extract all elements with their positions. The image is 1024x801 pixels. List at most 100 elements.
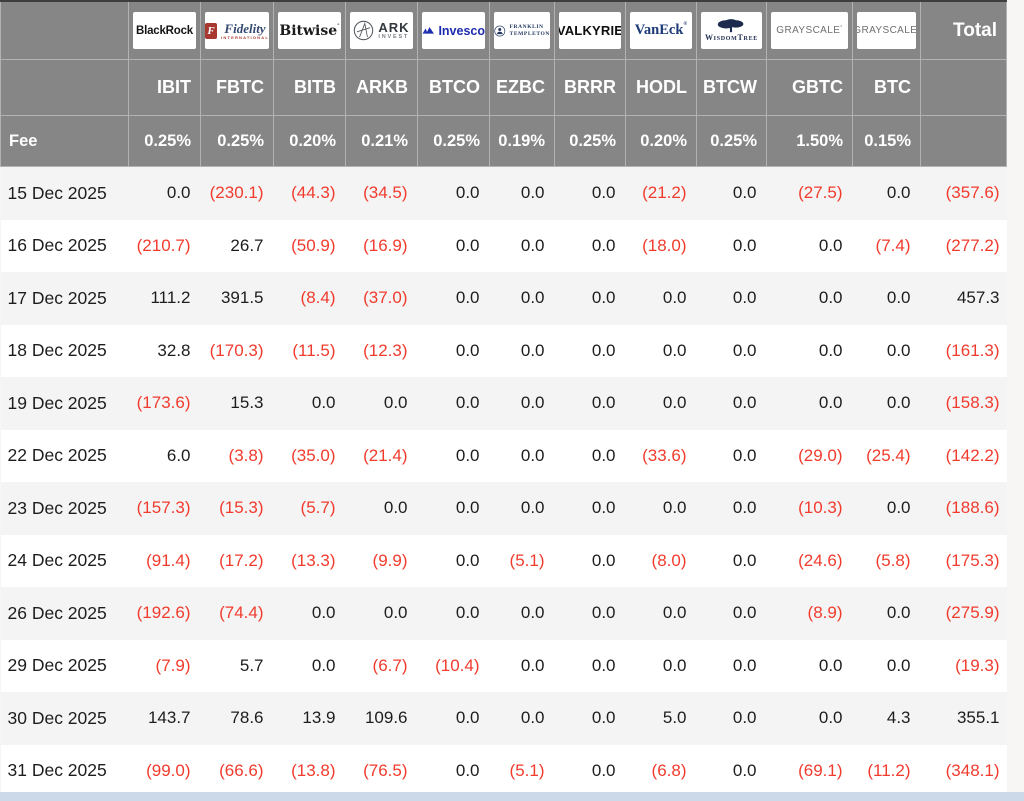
flow-value-cell: 0.0 xyxy=(732,235,757,255)
date-cell: 19 Dec 2025 xyxy=(7,392,107,413)
fee-row-label: Fee xyxy=(0,115,129,167)
flow-value-cell: 0.0 xyxy=(662,288,687,308)
flow-value-cell: 0.0 xyxy=(455,498,480,518)
flow-value-cell: 109.6 xyxy=(364,708,408,728)
fee-bitb: 0.20% xyxy=(273,115,346,167)
flow-value-cell: (10.3) xyxy=(798,498,843,518)
flow-value-cell: 0.0 xyxy=(520,655,545,675)
date-cell: 22 Dec 2025 xyxy=(7,445,107,466)
total-value-cell: (19.3) xyxy=(955,655,1000,675)
wisdomtree-logo: WisdomTree xyxy=(701,12,762,49)
flow-value-cell: 0.0 xyxy=(818,340,843,360)
total-value-cell: (275.9) xyxy=(945,603,1000,623)
provider-logo-row: BlackRock F Fidelity INTERNATIONAL Bitwi… xyxy=(0,0,1007,60)
flow-row-23-dec-2025: 23 Dec 2025 (157.3) (15.3) (5.7) 0.0 0.0 0.0 0.… xyxy=(0,482,1007,535)
flow-value-cell: 0.0 xyxy=(732,550,757,570)
flow-row-17-dec-2025: 17 Dec 2025 111.2 391.5 (8.4) (37.0) 0.0 0.0 0.… xyxy=(0,272,1007,325)
etf-flow-table: BlackRock F Fidelity INTERNATIONAL Bitwi… xyxy=(0,0,1007,797)
flow-value-cell: (210.7) xyxy=(136,235,191,255)
col-grayscale-btc: GRAYSCALE° xyxy=(852,0,921,60)
flow-value-cell: 0.0 xyxy=(591,340,616,360)
flow-row-24-dec-2025: 24 Dec 2025 (91.4) (17.2) (13.3) (9.9) 0.0 (5.… xyxy=(0,534,1007,587)
flows-body: 15 Dec 2025 0.0 (230.1) (44.3) (34.5) 0.0 0.0 0… xyxy=(0,166,1007,797)
flow-value-cell: 0.0 xyxy=(886,498,911,518)
flow-value-cell: (34.5) xyxy=(363,183,408,203)
flow-value-cell: (16.9) xyxy=(363,235,408,255)
flow-value-cell: (3.8) xyxy=(228,445,264,465)
flow-row-15-dec-2025: 15 Dec 2025 0.0 (230.1) (44.3) (34.5) 0.0 0.0 0… xyxy=(0,166,1007,220)
wisdomtree-wordmark: WisdomTree xyxy=(704,33,758,42)
franklin-line2: TEMPLETON xyxy=(509,30,550,37)
flow-row-29-dec-2025: 29 Dec 2025 (7.9) 5.7 0.0 (6.7) (10.4) 0.0 0.0 0… xyxy=(0,639,1007,692)
total-value-cell: (142.2) xyxy=(945,445,1000,465)
flow-value-cell: 0.0 xyxy=(520,340,545,360)
flow-value-cell: 0.0 xyxy=(886,288,911,308)
flow-value-cell: 13.9 xyxy=(302,708,336,728)
flow-value-cell: 391.5 xyxy=(220,288,264,308)
vaneck-logo: VanEck® xyxy=(630,12,692,49)
date-cell: 24 Dec 2025 xyxy=(7,550,107,571)
flow-value-cell: 143.7 xyxy=(147,708,191,728)
total-value-cell: (161.3) xyxy=(945,340,1000,360)
flow-value-cell: (5.8) xyxy=(875,550,911,570)
total-value-cell: (277.2) xyxy=(945,235,1000,255)
col-invesco: Invesco xyxy=(417,0,490,60)
flow-value-cell: 0.0 xyxy=(455,760,480,780)
flow-value-cell: 0.0 xyxy=(311,655,336,675)
flow-value-cell: 0.0 xyxy=(383,498,408,518)
bitwise-logo: Bitwise° xyxy=(278,12,341,49)
ticker-btcw: BTCW xyxy=(696,59,767,116)
blackrock-wordmark: BlackRock xyxy=(135,24,193,37)
flow-value-cell: 0.0 xyxy=(591,655,616,675)
flow-value-cell: (5.1) xyxy=(509,550,545,570)
flow-value-cell: (76.5) xyxy=(363,760,408,780)
bottom-scroll-strip xyxy=(0,792,1024,801)
date-cell: 17 Dec 2025 xyxy=(7,287,107,308)
flow-value-cell: 0.0 xyxy=(732,340,757,360)
flow-value-cell: 0.0 xyxy=(818,393,843,413)
flow-value-cell: 0.0 xyxy=(591,498,616,518)
flow-value-cell: (13.8) xyxy=(291,760,336,780)
flow-value-cell: 0.0 xyxy=(886,340,911,360)
franklin-bust-icon xyxy=(494,25,506,36)
grayscale-logo: GRAYSCALE° xyxy=(771,12,848,49)
flow-value-cell: 0.0 xyxy=(455,340,480,360)
flow-value-cell: 0.0 xyxy=(818,655,843,675)
ark-invest-logo: ARK INVEST xyxy=(350,12,413,49)
flow-value-cell: 0.0 xyxy=(732,708,757,728)
flow-row-26-dec-2025: 26 Dec 2025 (192.6) (74.4) 0.0 0.0 0.0 0.0 0.0 0… xyxy=(0,587,1007,640)
flow-value-cell: 0.0 xyxy=(311,393,336,413)
col-blackrock: BlackRock xyxy=(128,0,201,60)
ticker-gbtc: GBTC xyxy=(766,59,853,116)
flow-value-cell: (7.4) xyxy=(875,235,911,255)
vaneck-wordmark: VanEck® xyxy=(634,22,688,38)
flow-value-cell: 0.0 xyxy=(591,603,616,623)
total-column-blank-cell xyxy=(920,115,1007,167)
flow-value-cell: (35.0) xyxy=(291,445,336,465)
flow-value-cell: 15.3 xyxy=(230,393,264,413)
total-value-cell: (357.6) xyxy=(945,183,1000,203)
date-cell: 30 Dec 2025 xyxy=(7,707,107,728)
flow-row-16-dec-2025: 16 Dec 2025 (210.7) 26.7 (50.9) (16.9) 0.0 0.0… xyxy=(0,219,1007,272)
flow-value-cell: 0.0 xyxy=(455,183,480,203)
grayscale-wordmark: GRAYSCALE° xyxy=(776,25,843,36)
col-franklin-templeton: FRANKLIN TEMPLETON xyxy=(489,0,555,60)
fee-gbtc: 1.50% xyxy=(766,115,853,167)
flow-value-cell: (91.4) xyxy=(146,550,191,570)
total-value-cell: (158.3) xyxy=(945,393,1000,413)
flow-value-cell: 0.0 xyxy=(455,603,480,623)
flow-value-cell: (5.7) xyxy=(300,498,336,518)
flow-value-cell: (27.5) xyxy=(798,183,843,203)
flow-value-cell: (9.9) xyxy=(372,550,408,570)
total-value-cell: (348.1) xyxy=(945,760,1000,780)
flow-value-cell: 0.0 xyxy=(455,288,480,308)
flow-value-cell: 0.0 xyxy=(886,183,911,203)
ark-wordmark: ARK xyxy=(378,19,410,35)
flow-value-cell: (11.5) xyxy=(292,340,336,360)
flow-value-cell: 5.7 xyxy=(239,655,264,675)
bitwise-wordmark: Bitwise° xyxy=(279,22,340,39)
fidelity-subtext: INTERNATIONAL xyxy=(221,34,269,40)
flow-value-cell: 111.2 xyxy=(150,288,191,308)
flow-value-cell: 0.0 xyxy=(455,550,480,570)
flow-value-cell: (15.3) xyxy=(219,498,264,518)
